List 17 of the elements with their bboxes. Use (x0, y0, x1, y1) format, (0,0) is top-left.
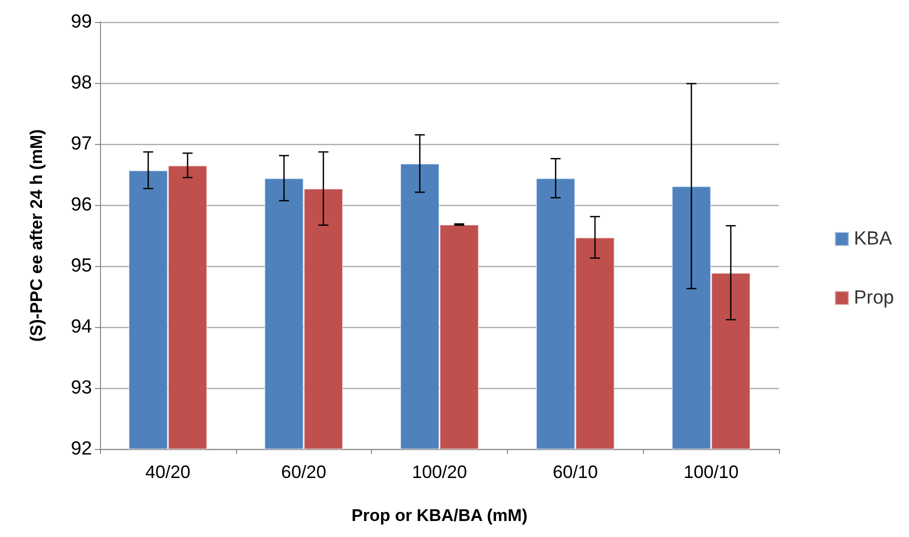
legend-label: KBA (854, 228, 892, 250)
y-tick-label: 99 (70, 12, 92, 32)
y-tick-label: 96 (70, 194, 92, 216)
y-tick-label: 93 (70, 378, 92, 398)
x-tick-label: 40/20 (145, 462, 190, 482)
x-tick-label: 60/20 (281, 462, 326, 482)
y-tick-label: 95 (70, 256, 92, 276)
x-tick-label: 60/10 (552, 462, 598, 482)
legend-label: Prop (854, 288, 894, 308)
y-axis-title: (S)-PPC ee after 24 h (mM) (27, 129, 46, 342)
x-axis-title: Prop or KBA/BA (mM) (352, 506, 528, 525)
y-tick-label: 98 (70, 72, 92, 94)
y-tick-label: 92 (70, 438, 92, 460)
y-tick-label: 97 (70, 134, 92, 154)
x-tick-label: 100/20 (412, 462, 468, 482)
x-tick-label: 100/10 (684, 462, 739, 482)
y-tick-label: 94 (70, 316, 92, 338)
